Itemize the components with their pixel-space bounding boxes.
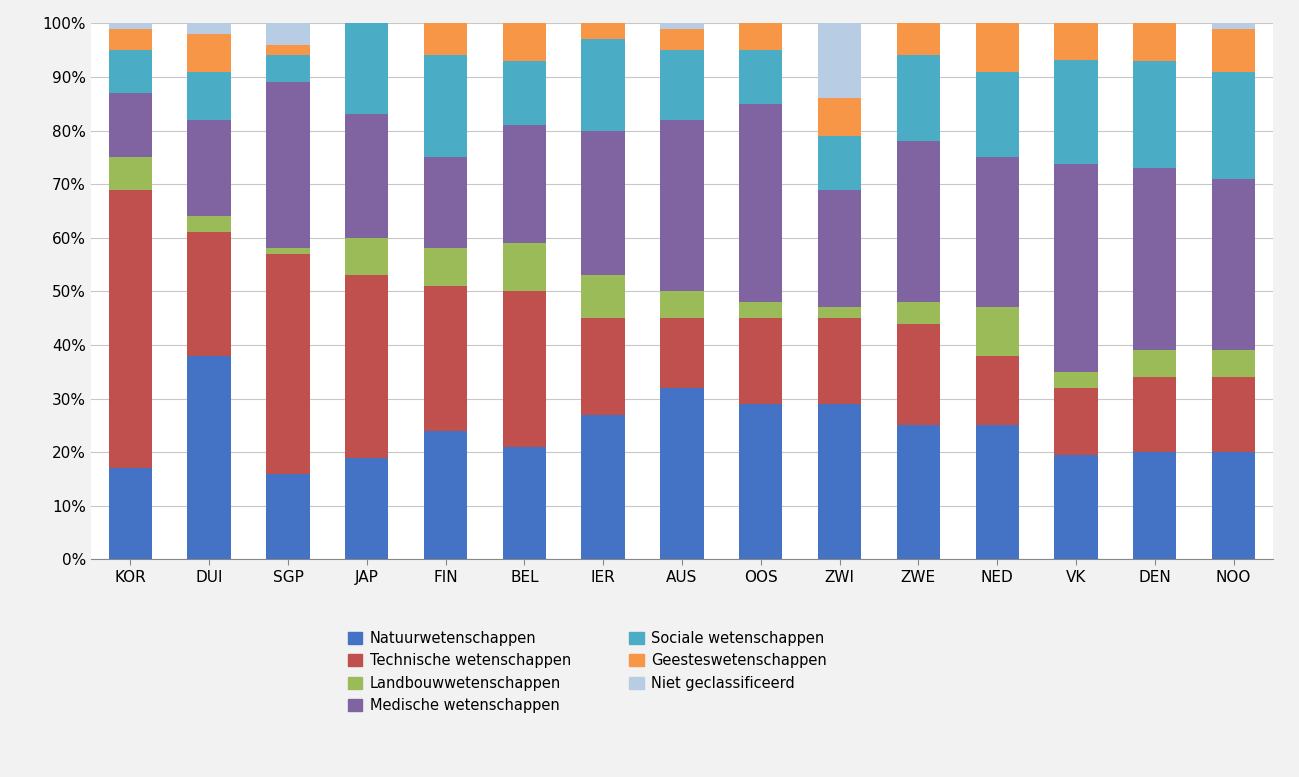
Bar	[660, 29, 704, 51]
Bar	[896, 141, 940, 302]
Bar	[187, 216, 231, 232]
Bar	[1055, 164, 1098, 372]
Bar	[503, 243, 546, 291]
Bar	[896, 23, 940, 55]
Bar	[1212, 29, 1255, 71]
Bar	[423, 157, 468, 249]
Bar	[266, 254, 309, 474]
Bar	[976, 426, 1018, 559]
Bar	[187, 23, 231, 34]
Bar	[818, 404, 861, 559]
Bar	[739, 51, 782, 104]
Bar	[739, 319, 782, 404]
Bar	[503, 447, 546, 559]
Bar	[818, 136, 861, 190]
Bar	[1212, 377, 1255, 452]
Bar	[423, 430, 468, 559]
Bar	[266, 23, 309, 45]
Bar	[1055, 388, 1098, 455]
Bar	[818, 308, 861, 319]
Bar	[976, 71, 1018, 158]
Bar	[503, 291, 546, 447]
Bar	[582, 23, 625, 40]
Bar	[1133, 350, 1177, 377]
Bar	[976, 308, 1018, 356]
Bar	[187, 120, 231, 216]
Bar	[976, 356, 1018, 426]
Bar	[1055, 60, 1098, 164]
Bar	[346, 275, 388, 458]
Bar	[187, 71, 231, 120]
Bar	[346, 23, 388, 114]
Bar	[818, 319, 861, 404]
Bar	[109, 158, 152, 190]
Bar	[660, 120, 704, 291]
Bar	[896, 302, 940, 323]
Bar	[896, 323, 940, 426]
Bar	[503, 61, 546, 125]
Bar	[660, 388, 704, 559]
Bar	[1055, 23, 1098, 60]
Bar	[346, 114, 388, 238]
Bar	[109, 93, 152, 158]
Bar	[1055, 372, 1098, 388]
Bar	[1212, 179, 1255, 350]
Bar	[739, 302, 782, 319]
Bar	[187, 356, 231, 559]
Bar	[109, 51, 152, 93]
Bar	[739, 23, 782, 51]
Bar	[582, 40, 625, 131]
Bar	[660, 50, 704, 120]
Bar	[818, 99, 861, 136]
Bar	[976, 23, 1018, 71]
Bar	[109, 23, 152, 29]
Bar	[818, 190, 861, 308]
Bar	[1055, 455, 1098, 559]
Legend: Natuurwetenschappen, Technische wetenschappen, Landbouwwetenschappen, Medische w: Natuurwetenschappen, Technische wetensch…	[348, 631, 827, 713]
Bar	[346, 238, 388, 275]
Bar	[1133, 23, 1177, 61]
Bar	[739, 404, 782, 559]
Bar	[1133, 377, 1177, 452]
Bar	[1212, 23, 1255, 29]
Bar	[423, 55, 468, 158]
Bar	[109, 469, 152, 559]
Bar	[423, 249, 468, 286]
Bar	[896, 55, 940, 141]
Bar	[1212, 350, 1255, 377]
Bar	[187, 232, 231, 356]
Bar	[109, 29, 152, 51]
Bar	[1212, 452, 1255, 559]
Bar	[503, 23, 546, 61]
Bar	[266, 474, 309, 559]
Bar	[660, 319, 704, 388]
Bar	[266, 55, 309, 82]
Bar	[582, 131, 625, 275]
Bar	[1212, 71, 1255, 179]
Bar	[503, 125, 546, 243]
Bar	[818, 23, 861, 99]
Bar	[423, 286, 468, 430]
Bar	[266, 249, 309, 254]
Bar	[1133, 61, 1177, 168]
Bar	[582, 415, 625, 559]
Bar	[582, 319, 625, 415]
Bar	[266, 82, 309, 249]
Bar	[976, 157, 1018, 308]
Bar	[1133, 168, 1177, 350]
Bar	[187, 34, 231, 71]
Bar	[896, 426, 940, 559]
Bar	[1133, 452, 1177, 559]
Bar	[346, 458, 388, 559]
Bar	[660, 23, 704, 29]
Bar	[423, 23, 468, 55]
Bar	[109, 190, 152, 469]
Bar	[582, 275, 625, 319]
Bar	[660, 291, 704, 319]
Bar	[739, 104, 782, 302]
Bar	[266, 45, 309, 55]
